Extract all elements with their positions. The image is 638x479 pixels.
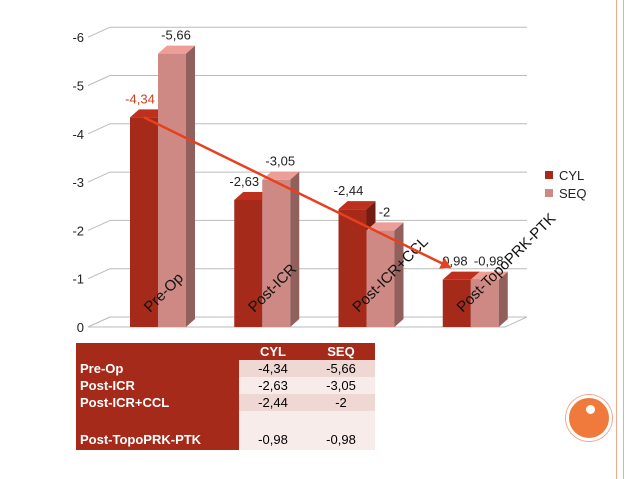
bar-seq-side xyxy=(290,171,300,327)
bar-seq-side xyxy=(186,45,195,327)
bar-cyl xyxy=(130,117,158,328)
trend-arrow-line xyxy=(143,116,452,269)
table-header-seq: SEQ xyxy=(307,343,375,360)
bar-cyl xyxy=(234,199,263,327)
data-label-seq: -5,66 xyxy=(161,28,191,43)
legend-item-cyl: CYL xyxy=(545,166,586,184)
legend-swatch-seq xyxy=(545,189,553,197)
table-row-label: Post-ICR+CCL xyxy=(76,394,239,411)
gridline-side xyxy=(87,123,111,135)
bar-seq-top xyxy=(158,45,195,54)
table-cell-seq: -2 xyxy=(307,394,375,411)
y-tick-label: -2 xyxy=(72,223,84,238)
y-tick-label: -3 xyxy=(72,175,84,190)
y-tick-label: 0 xyxy=(77,320,84,335)
table-row: Post-TopoPRK-PTK -0,98 -0,98 xyxy=(76,411,375,450)
decorative-circle xyxy=(566,395,612,441)
table-header-cyl: CYL xyxy=(239,343,307,360)
legend-item-seq: SEQ xyxy=(545,184,586,202)
table-cell-cyl: -0,98 xyxy=(239,411,307,450)
table-cell-seq: -3,05 xyxy=(307,377,375,394)
data-label-seq: -0,98 xyxy=(474,254,504,269)
gridline-side xyxy=(87,75,111,86)
decorative-line-left xyxy=(616,0,617,479)
bar-seq-side xyxy=(498,271,508,327)
bar-cyl-top xyxy=(338,201,376,210)
data-table: CYL SEQ Pre-Op -4,34 -5,66 Post-ICR -2,6… xyxy=(76,343,375,450)
table-cell-cyl: -2,63 xyxy=(239,377,307,394)
y-tick-label: -6 xyxy=(72,30,84,45)
gridline-side xyxy=(87,171,111,183)
bar-chart: 0-1-2-3-4-5-6-4,34-5,66Pre-Op-2,63-3,05P… xyxy=(72,26,559,335)
table-row: Post-ICR+CCL -2,44 -2 xyxy=(76,394,375,411)
table-cell-cyl: -4,34 xyxy=(239,360,307,377)
legend-label-seq: SEQ xyxy=(559,185,587,201)
trend-arrow-head xyxy=(439,257,451,269)
data-label-cyl: -2,63 xyxy=(229,174,259,189)
y-tick-label: -5 xyxy=(72,79,84,94)
bar-seq xyxy=(158,53,186,327)
legend-label-cyl: CYL xyxy=(559,167,585,183)
bar-cyl xyxy=(338,209,367,327)
gridline-side xyxy=(87,26,111,38)
table-header-empty xyxy=(76,343,239,360)
y-tick-label: -4 xyxy=(72,127,84,142)
bar-cyl-top xyxy=(130,109,167,118)
bar-seq-side xyxy=(394,222,404,327)
table-cell-seq: -0,98 xyxy=(307,411,375,450)
table-header-row: CYL SEQ xyxy=(76,343,375,360)
bar-cyl-top xyxy=(442,271,480,280)
gridline-side xyxy=(87,219,111,231)
table-row-label: Post-TopoPRK-PTK xyxy=(76,411,239,450)
bar-seq-top xyxy=(470,271,508,280)
data-label-cyl: -2,44 xyxy=(334,183,364,198)
table-row-label: Pre-Op xyxy=(76,360,239,377)
decorative-line-right xyxy=(623,0,624,479)
bar-seq-top xyxy=(366,222,404,231)
legend-swatch-cyl xyxy=(545,171,553,179)
bar-seq xyxy=(470,279,499,327)
table-cell-cyl: -2,44 xyxy=(239,394,307,411)
bar-cyl-top xyxy=(234,191,272,200)
data-label-seq: -2 xyxy=(379,204,391,219)
decorative-dot xyxy=(586,405,595,414)
bar-seq xyxy=(366,230,395,327)
bar-seq-top xyxy=(262,171,300,180)
bar-cyl xyxy=(442,279,471,327)
chart-legend: CYL SEQ xyxy=(545,166,586,202)
table-row: Post-ICR -2,63 -3,05 xyxy=(76,377,375,394)
bar-seq xyxy=(262,179,291,327)
table-cell-seq: -5,66 xyxy=(307,360,375,377)
gridline-side xyxy=(87,268,111,280)
data-label-cyl: -4,34 xyxy=(125,91,155,106)
table-row-label: Post-ICR xyxy=(76,377,239,394)
data-label-seq: -3,05 xyxy=(265,154,295,169)
y-tick-label: -1 xyxy=(72,272,84,287)
table-row: Pre-Op -4,34 -5,66 xyxy=(76,360,375,377)
